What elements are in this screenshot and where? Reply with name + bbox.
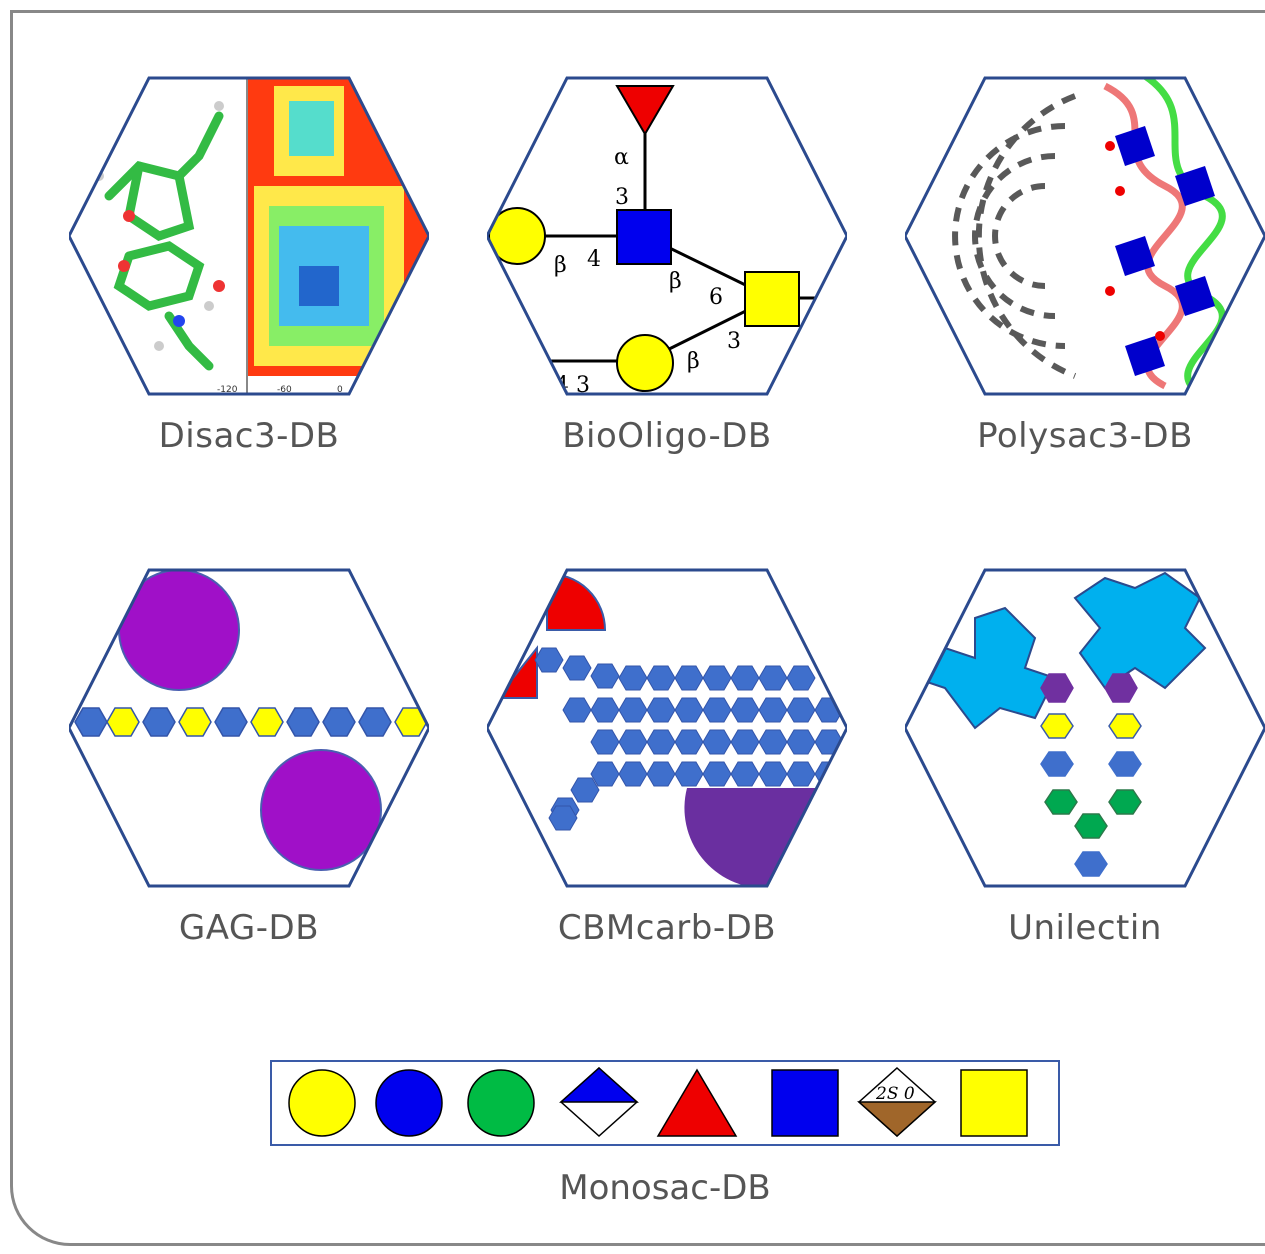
- gag-db-tile[interactable]: GAG-DB: [69, 568, 429, 968]
- monosac-db-panel[interactable]: 2S 0: [270, 1060, 1060, 1146]
- red-triangle-icon: [656, 1068, 738, 1137]
- biooligo-hex-icon: α 3 β 4 β 6 3 β 4 3: [487, 76, 847, 396]
- unilectin-hex-icon: [905, 568, 1265, 888]
- disac-tick-1: -120: [217, 385, 238, 395]
- sulfated-diamond-icon: 2S 0: [857, 1066, 937, 1138]
- cbmcarb-db-tile[interactable]: CBMcarb-DB: [487, 568, 847, 968]
- disac3-hex-icon: -120 -60 0: [69, 76, 429, 396]
- linkage-3-bottom: 3: [727, 329, 741, 354]
- beta-linkage-left: β: [554, 253, 567, 278]
- unilectin-label: Unilectin: [1008, 908, 1162, 948]
- linkage-4: 4: [587, 247, 601, 272]
- disac-tick-3: 0: [337, 385, 343, 395]
- green-circle-icon: [467, 1069, 535, 1137]
- polysac3-db-label: Polysac3-DB: [977, 416, 1193, 456]
- blue-square-icon: [771, 1069, 839, 1137]
- blue-circle-icon: [375, 1069, 443, 1137]
- sulfate-label: 2S 0: [875, 1084, 915, 1104]
- yellow-circle-icon: [288, 1069, 356, 1137]
- biooligo-db-tile[interactable]: α 3 β 4 β 6 3 β 4 3 BioOligo-DB: [487, 76, 847, 476]
- blue-white-diamond-icon: [559, 1066, 639, 1138]
- linkage-3-top: 3: [615, 185, 629, 210]
- beta-linkage-bottom: β: [687, 349, 700, 374]
- alpha-linkage: α: [614, 145, 629, 170]
- cbmcarb-db-label: CBMcarb-DB: [557, 908, 777, 948]
- monosac-db-label: Monosac-DB: [559, 1168, 771, 1208]
- yellow-square-icon: [960, 1069, 1028, 1137]
- polysac3-hex-icon: [905, 76, 1265, 396]
- polysac3-db-tile[interactable]: Polysac3-DB: [905, 76, 1265, 476]
- cbmcarb-hex-icon: [487, 568, 847, 888]
- biooligo-db-label: BioOligo-DB: [562, 416, 772, 456]
- gag-db-label: GAG-DB: [178, 908, 320, 948]
- disac3-db-tile[interactable]: -120 -60 0 Disac3-DB: [69, 76, 429, 476]
- unilectin-tile[interactable]: Unilectin: [905, 568, 1265, 968]
- disac-tick-2: -60: [277, 385, 292, 395]
- linkage-6: 6: [709, 285, 723, 310]
- gag-hex-icon: [69, 568, 429, 888]
- beta-linkage-mid: β: [669, 269, 682, 294]
- disac3-db-label: Disac3-DB: [158, 416, 340, 456]
